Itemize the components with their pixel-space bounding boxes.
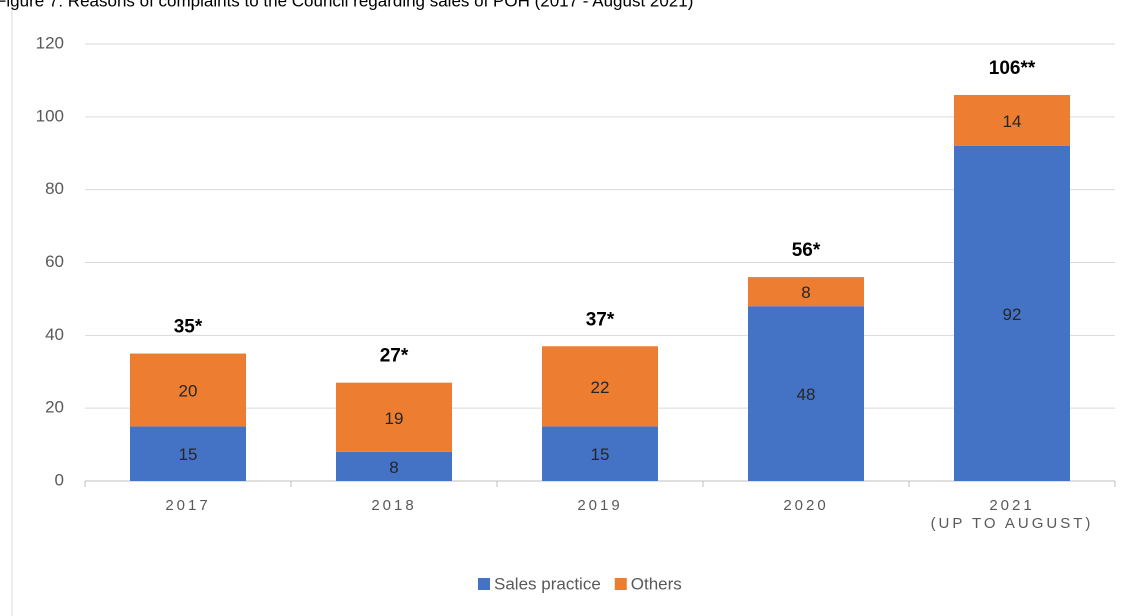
x-tick-label: 2017 [165, 497, 211, 514]
y-tick-label: 40 [45, 325, 64, 344]
x-tick-label: 2019 [577, 497, 623, 514]
y-tick-label: 20 [45, 398, 64, 417]
bar-segment [130, 426, 246, 481]
y-tick-label: 80 [45, 179, 64, 198]
data-label: 15 [591, 445, 610, 464]
x-tick-label: 2020 [783, 497, 829, 514]
y-tick-label: 0 [55, 470, 64, 489]
total-label: 106** [989, 58, 1036, 79]
y-tick-label: 100 [36, 106, 64, 125]
legend-label: Others [631, 574, 682, 593]
total-label: 27* [380, 346, 409, 367]
data-label: 92 [1003, 305, 1022, 324]
bar-segment [954, 94, 1070, 146]
y-tick-label: 120 [36, 33, 64, 52]
bar-segment [748, 277, 864, 307]
data-label: 20 [179, 381, 198, 400]
chart-title: Figure 7: Reasons of complaints to the C… [0, 0, 693, 10]
data-label: 8 [389, 458, 398, 477]
legend-swatch [478, 578, 490, 590]
x-tick-label: 2021 (UP TO AUGUST) [930, 497, 1094, 532]
bar-segment [748, 306, 864, 481]
total-label: 35* [174, 317, 203, 338]
data-label: 22 [591, 378, 610, 397]
legend-swatch [614, 578, 627, 590]
bar-segment [336, 451, 452, 481]
bar-segment [542, 346, 658, 427]
total-label: 56* [792, 240, 821, 261]
chart-border [11, 0, 13, 616]
data-label: 8 [801, 283, 810, 302]
x-tick-label: 2018 [371, 497, 417, 514]
legend-label: Sales practice [494, 574, 601, 593]
data-label: 48 [797, 385, 816, 404]
bar-segment [542, 426, 658, 481]
bar-segment [130, 353, 246, 427]
total-label: 37* [586, 309, 615, 330]
y-tick-label: 60 [45, 252, 64, 271]
bar-segment [954, 145, 1070, 481]
data-label: 14 [1003, 112, 1022, 131]
data-label: 19 [385, 409, 404, 428]
data-label: 15 [179, 445, 198, 464]
bar-segment [336, 382, 452, 452]
